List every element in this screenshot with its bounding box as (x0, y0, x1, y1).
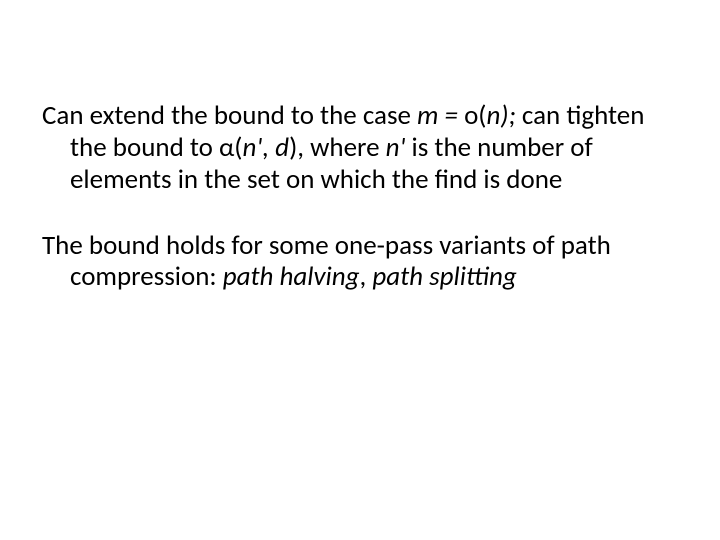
text-run: Can extend the bound to the case (42, 99, 417, 132)
text-run: o( (464, 99, 486, 132)
paragraph-1: Can extend the bound to the case m = o(n… (42, 100, 678, 196)
text-run-italic: n' (386, 131, 406, 164)
text-run-italic: n', d (242, 131, 289, 164)
text-run-italic: m = (417, 99, 464, 132)
text-run: , (360, 260, 373, 293)
text-run-italic: n); (487, 99, 522, 132)
text-run-italic: path splitting (372, 260, 516, 293)
slide-body: Can extend the bound to the case m = o(n… (0, 0, 720, 540)
paragraph-2: The bound holds for some one-pass varian… (42, 230, 678, 294)
text-run: ), where (289, 131, 386, 164)
text-run-italic: path halving (223, 260, 360, 293)
